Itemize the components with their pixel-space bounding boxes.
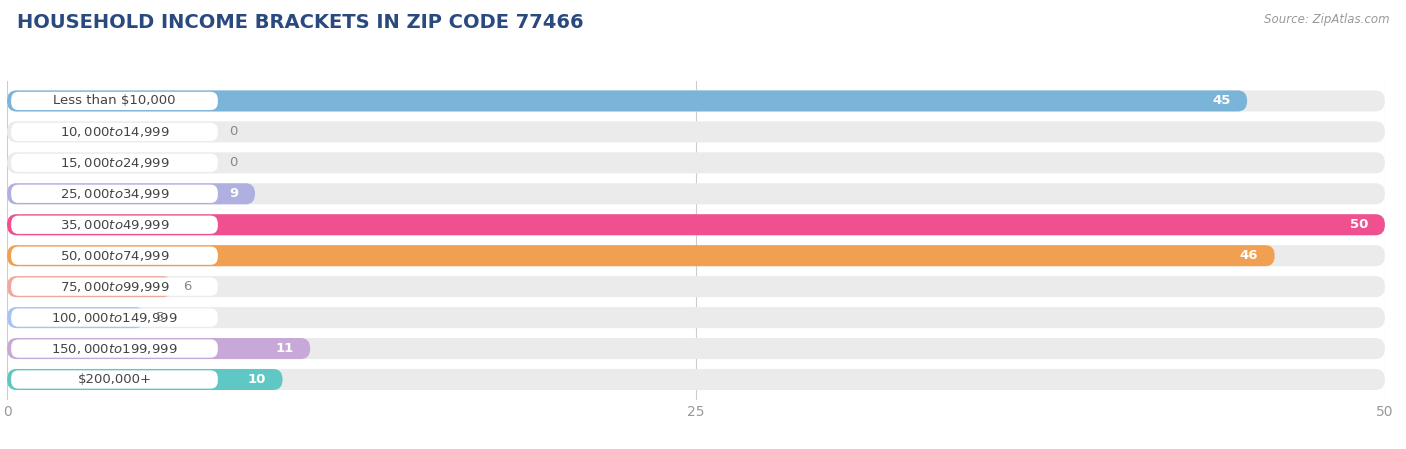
Text: $75,000 to $99,999: $75,000 to $99,999	[59, 280, 169, 294]
FancyBboxPatch shape	[7, 338, 311, 359]
Text: Source: ZipAtlas.com: Source: ZipAtlas.com	[1264, 13, 1389, 26]
FancyBboxPatch shape	[7, 338, 1385, 359]
Text: 6: 6	[183, 280, 191, 293]
FancyBboxPatch shape	[7, 214, 1385, 235]
Text: 5: 5	[156, 311, 165, 324]
Text: 45: 45	[1212, 94, 1230, 107]
FancyBboxPatch shape	[7, 214, 1385, 235]
FancyBboxPatch shape	[11, 123, 218, 141]
FancyBboxPatch shape	[11, 154, 218, 172]
Text: 46: 46	[1240, 249, 1258, 262]
Text: 50: 50	[1350, 218, 1368, 231]
Text: $150,000 to $199,999: $150,000 to $199,999	[51, 342, 177, 356]
Text: HOUSEHOLD INCOME BRACKETS IN ZIP CODE 77466: HOUSEHOLD INCOME BRACKETS IN ZIP CODE 77…	[17, 13, 583, 32]
Text: $100,000 to $149,999: $100,000 to $149,999	[51, 311, 177, 325]
FancyBboxPatch shape	[11, 247, 218, 265]
FancyBboxPatch shape	[11, 216, 218, 234]
FancyBboxPatch shape	[7, 121, 1385, 142]
FancyBboxPatch shape	[11, 185, 218, 203]
FancyBboxPatch shape	[7, 307, 1385, 328]
FancyBboxPatch shape	[11, 370, 218, 389]
Text: 10: 10	[247, 373, 266, 386]
FancyBboxPatch shape	[7, 245, 1385, 266]
Text: 0: 0	[229, 125, 238, 138]
FancyBboxPatch shape	[7, 90, 1385, 111]
FancyBboxPatch shape	[11, 308, 218, 327]
Text: $15,000 to $24,999: $15,000 to $24,999	[59, 156, 169, 170]
FancyBboxPatch shape	[7, 183, 254, 204]
FancyBboxPatch shape	[11, 339, 218, 358]
FancyBboxPatch shape	[7, 152, 1385, 173]
FancyBboxPatch shape	[7, 183, 1385, 204]
FancyBboxPatch shape	[7, 90, 1247, 111]
Text: 11: 11	[276, 342, 294, 355]
Text: $25,000 to $34,999: $25,000 to $34,999	[59, 187, 169, 201]
FancyBboxPatch shape	[7, 276, 173, 297]
Text: $50,000 to $74,999: $50,000 to $74,999	[59, 249, 169, 263]
Text: $35,000 to $49,999: $35,000 to $49,999	[59, 218, 169, 232]
FancyBboxPatch shape	[11, 92, 218, 110]
FancyBboxPatch shape	[7, 307, 145, 328]
Text: $200,000+: $200,000+	[77, 373, 152, 386]
FancyBboxPatch shape	[7, 245, 1275, 266]
FancyBboxPatch shape	[7, 369, 1385, 390]
FancyBboxPatch shape	[7, 276, 1385, 297]
Text: 0: 0	[229, 156, 238, 169]
FancyBboxPatch shape	[7, 369, 283, 390]
Text: Less than $10,000: Less than $10,000	[53, 94, 176, 107]
FancyBboxPatch shape	[11, 277, 218, 296]
Text: 9: 9	[229, 187, 239, 200]
Text: $10,000 to $14,999: $10,000 to $14,999	[59, 125, 169, 139]
